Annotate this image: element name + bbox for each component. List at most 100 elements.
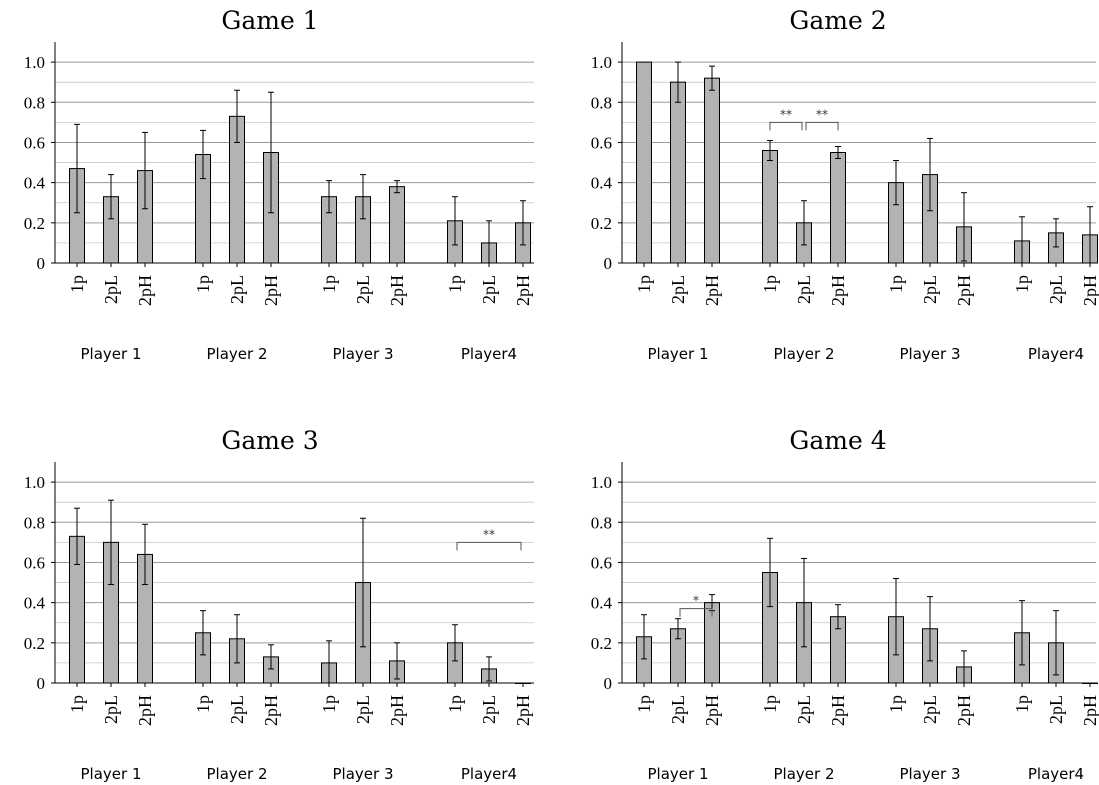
group-label: Player 1 — [648, 765, 709, 783]
category-label: 2pL — [794, 695, 814, 724]
category-label: 1p — [67, 275, 87, 293]
category-label: 1p — [445, 275, 465, 293]
category-label: 2pH — [387, 695, 407, 726]
category-label: 1p — [634, 695, 654, 713]
y-tick-label: 1.0 — [591, 53, 612, 72]
category-label: 2pL — [794, 275, 814, 304]
category-label: 1p — [760, 275, 780, 293]
category-label: 2pH — [828, 275, 848, 306]
category-label: 1p — [886, 695, 906, 713]
category-label: 2pH — [954, 275, 974, 306]
category-label: 1p — [760, 695, 780, 713]
y-tick-label: 0 — [37, 674, 46, 693]
category-label: 2pL — [920, 275, 940, 304]
y-tick-label: 0.2 — [24, 214, 45, 233]
y-tick-label: 0.8 — [591, 93, 612, 112]
group-label: Player 1 — [81, 765, 142, 783]
category-label: 1p — [319, 695, 339, 713]
category-label: 2pH — [954, 695, 974, 726]
group-label: Player4 — [1028, 765, 1084, 783]
y-tick-label: 0.4 — [591, 174, 613, 193]
category-label: 2pL — [668, 695, 688, 724]
significance-label: * — [693, 594, 699, 608]
category-label: 2pL — [479, 275, 499, 304]
group-label: Player 3 — [900, 765, 961, 783]
y-tick-label: 0 — [604, 254, 613, 273]
category-label: 1p — [319, 275, 339, 293]
group-label: Player 3 — [333, 345, 394, 363]
significance-bracket — [769, 121, 803, 131]
group-label: Player 3 — [333, 765, 394, 783]
y-tick-label: 0 — [604, 674, 613, 693]
chart-title: Game 2 — [789, 6, 886, 35]
chart-title: Game 4 — [789, 426, 886, 455]
category-label: 2pH — [513, 275, 533, 306]
category-label: 2pL — [479, 695, 499, 724]
y-tick-label: 0.8 — [591, 513, 612, 532]
y-tick-label: 0.4 — [24, 174, 46, 193]
category-label: 2pH — [387, 275, 407, 306]
y-tick-label: 0.4 — [24, 594, 46, 613]
category-label: 1p — [1012, 695, 1032, 713]
group-label: Player 1 — [648, 345, 709, 363]
chart-title: Game 3 — [221, 426, 318, 455]
group-label: Player4 — [1028, 345, 1084, 363]
significance-bracket — [679, 608, 713, 617]
y-tick-label: 0.6 — [591, 133, 612, 152]
category-label: 1p — [634, 275, 654, 293]
category-label: 2pL — [227, 275, 247, 304]
y-tick-label: 0.4 — [591, 594, 613, 613]
category-label: 1p — [886, 275, 906, 293]
y-tick-label: 0.6 — [24, 553, 45, 572]
category-label: 2pL — [353, 275, 373, 304]
significance-label: ** — [816, 107, 828, 121]
group-label: Player4 — [461, 345, 517, 363]
y-tick-label: 0.2 — [591, 634, 612, 653]
category-label: 1p — [67, 695, 87, 713]
category-label: 1p — [445, 695, 465, 713]
category-label: 2pH — [1080, 275, 1099, 306]
group-label: Player 2 — [774, 765, 835, 783]
category-label: 2pH — [261, 695, 281, 726]
y-tick-label: 0 — [37, 254, 46, 273]
y-tick-label: 0.8 — [24, 513, 45, 532]
category-label: 2pH — [1080, 695, 1099, 726]
y-tick-label: 0.6 — [24, 133, 45, 152]
category-label: 2pH — [828, 695, 848, 726]
category-label: 2pL — [920, 695, 940, 724]
category-label: 2pL — [668, 275, 688, 304]
group-label: Player 2 — [207, 765, 268, 783]
group-label: Player 1 — [81, 345, 142, 363]
category-label: 2pH — [261, 275, 281, 306]
category-label: 2pL — [353, 695, 373, 724]
category-label: 2pL — [101, 695, 121, 724]
y-tick-label: 1.0 — [591, 473, 612, 492]
group-label: Player 3 — [900, 345, 961, 363]
bar — [389, 186, 405, 264]
category-label: 1p — [1012, 275, 1032, 293]
y-tick-label: 1.0 — [24, 473, 45, 492]
chart-title: Game 1 — [221, 6, 318, 35]
category-label: 2pH — [702, 695, 722, 726]
y-tick-label: 0.2 — [591, 214, 612, 233]
category-label: 2pL — [227, 695, 247, 724]
group-label: Player 2 — [774, 345, 835, 363]
bar — [670, 81, 686, 264]
y-tick-label: 0.6 — [591, 553, 612, 572]
bar — [830, 152, 846, 264]
category-label: 2pH — [513, 695, 533, 726]
category-label: 2pL — [101, 275, 121, 304]
category-label: 1p — [193, 275, 213, 293]
y-tick-label: 1.0 — [24, 53, 45, 72]
significance-bracket — [805, 121, 839, 131]
category-label: 2pH — [135, 275, 155, 306]
group-label: Player 2 — [207, 345, 268, 363]
category-label: 2pL — [1046, 275, 1066, 304]
category-label: 2pL — [1046, 695, 1066, 724]
category-label: 2pH — [135, 695, 155, 726]
significance-label: ** — [483, 527, 495, 541]
significance-bracket — [456, 541, 522, 551]
category-label: 2pH — [702, 275, 722, 306]
y-tick-label: 0.8 — [24, 93, 45, 112]
